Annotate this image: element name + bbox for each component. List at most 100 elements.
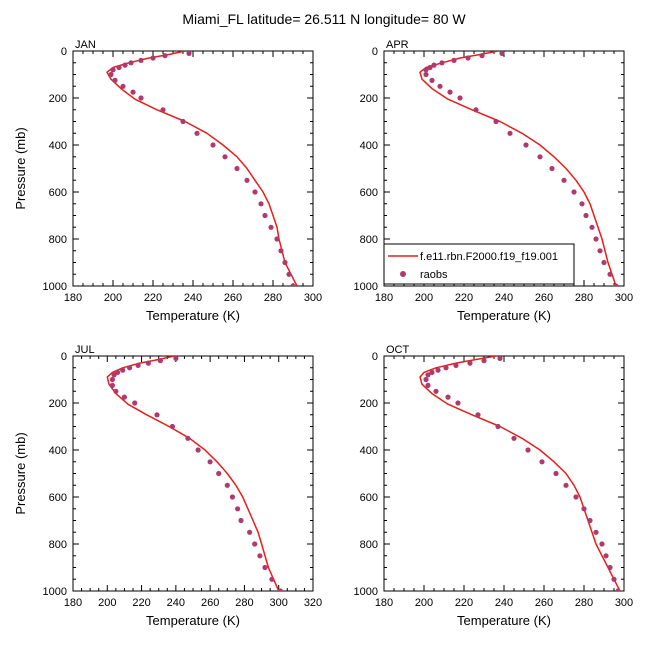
raobs-point: [278, 248, 284, 254]
raobs-point: [252, 541, 258, 547]
plot-frame-jul: [72, 355, 314, 592]
raobs-point: [173, 356, 179, 361]
raobs-point: [154, 412, 160, 418]
x-tick-label: 180: [375, 597, 393, 609]
y-tick-label: 400: [360, 445, 378, 457]
raobs-point: [429, 77, 435, 83]
y-tick-label: 200: [49, 93, 67, 105]
figure-title: Miami_FL latitude= 26.511 N longitude= 8…: [182, 11, 466, 27]
raobs-point: [525, 447, 531, 453]
y-tick-label: 800: [360, 539, 378, 551]
model-line-oct: [419, 356, 621, 591]
y-tick-label: 800: [49, 539, 67, 551]
raobs-point: [443, 365, 449, 371]
raobs-point: [431, 62, 437, 68]
x-tick-label: 240: [495, 597, 513, 609]
raobs-point: [128, 60, 134, 66]
raobs-point: [613, 283, 619, 286]
x-tick-label: 220: [144, 292, 162, 304]
x-tick-label: 240: [495, 292, 513, 304]
y-tick-label: 800: [49, 234, 67, 246]
raobs-point: [222, 154, 228, 160]
raobs-point: [252, 189, 258, 195]
x-tick-label: 220: [455, 597, 473, 609]
raobs-point: [127, 365, 133, 371]
raobs-point: [611, 576, 617, 582]
raobs-point: [277, 588, 283, 591]
x-tick-label: 260: [535, 292, 553, 304]
raobs-point: [475, 412, 481, 418]
panel-jan: JAN 180 200 220 240 260 280 300 0 200 400 600 800 100…: [13, 39, 322, 323]
y-tick-label: 200: [360, 93, 378, 105]
raobs-point: [603, 553, 609, 559]
raobs-point: [425, 372, 431, 378]
panel-label-jul: JUL: [75, 344, 95, 356]
raobs-point: [589, 224, 595, 230]
plot-frame-jan: [72, 50, 314, 287]
y-tick-label: 1000: [43, 281, 67, 293]
raobs-point: [607, 564, 613, 571]
raobs-point: [437, 83, 443, 89]
raobs-point: [455, 400, 461, 406]
x-tick-label: 200: [104, 292, 122, 304]
raobs-point: [429, 369, 435, 375]
x-tick-label: 200: [415, 597, 433, 609]
x-axis-title: Temperature (K): [146, 308, 240, 323]
y-tick-label: 200: [360, 398, 378, 410]
panel-label-apr: APR: [386, 39, 409, 51]
raobs-point: [224, 482, 230, 488]
raobs-point: [247, 529, 253, 535]
x-tick-label: 280: [264, 292, 282, 304]
raobs-point: [453, 362, 459, 368]
y-tick-label: 0: [372, 351, 378, 363]
y-tick-label: 1000: [354, 586, 378, 598]
x-tick-label: 300: [615, 597, 633, 609]
y-axis-title: Pressure (mb): [13, 127, 28, 209]
raobs-point: [262, 564, 268, 571]
raobs-point: [439, 60, 445, 66]
raobs-point: [269, 576, 275, 582]
raobs-point: [481, 358, 487, 364]
raobs-point: [274, 236, 280, 242]
raobs-point: [563, 482, 569, 488]
y-tick-label: 600: [49, 187, 67, 199]
x-tick-label: 240: [167, 597, 185, 609]
x-tick-label: 200: [415, 292, 433, 304]
panel-oct: OCT 180 200 220 240 260 280 300 0 200 400 600 800 100…: [354, 344, 634, 628]
raobs-point: [185, 435, 191, 441]
raobs-point: [286, 271, 292, 277]
model-line-jul: [106, 356, 280, 591]
x-tick-label: 300: [270, 597, 288, 609]
y-tick-label: 0: [61, 351, 67, 363]
raobs-point: [150, 55, 156, 61]
raobs-point: [108, 71, 114, 78]
raobs-point: [234, 165, 240, 172]
raobs-point: [122, 62, 128, 68]
raobs-point: [599, 541, 605, 547]
x-tick-label: 260: [224, 292, 242, 304]
raobs-point: [116, 64, 122, 71]
x-tick-label: 260: [201, 597, 219, 609]
raobs-point: [473, 107, 479, 113]
raobs-point: [216, 470, 222, 477]
raobs-point: [511, 435, 517, 441]
legend-box: [383, 243, 575, 285]
raobs-point: [258, 201, 264, 207]
y-tick-label: 0: [372, 46, 378, 58]
y-tick-label: 600: [360, 187, 378, 199]
y-tick-label: 400: [49, 140, 67, 152]
y-axis-title: Pressure (mb): [13, 432, 28, 514]
x-tick-label: 280: [575, 292, 593, 304]
x-tick-label: 280: [235, 597, 253, 609]
x-axis-title: Temperature (K): [457, 613, 551, 628]
raobs-point: [290, 283, 296, 286]
raobs-point: [447, 89, 453, 95]
raobs-point: [579, 201, 585, 207]
raobs-point: [109, 376, 115, 383]
plot-data-jan: [106, 51, 298, 286]
raobs-point: [549, 165, 555, 172]
plot-frame-oct: [383, 355, 625, 592]
legend-line-label: f.e11.rbn.F2000.f19_f19.001: [420, 251, 558, 263]
plot-data-apr: [419, 51, 619, 286]
legend-dot-label: raobs: [420, 269, 448, 281]
